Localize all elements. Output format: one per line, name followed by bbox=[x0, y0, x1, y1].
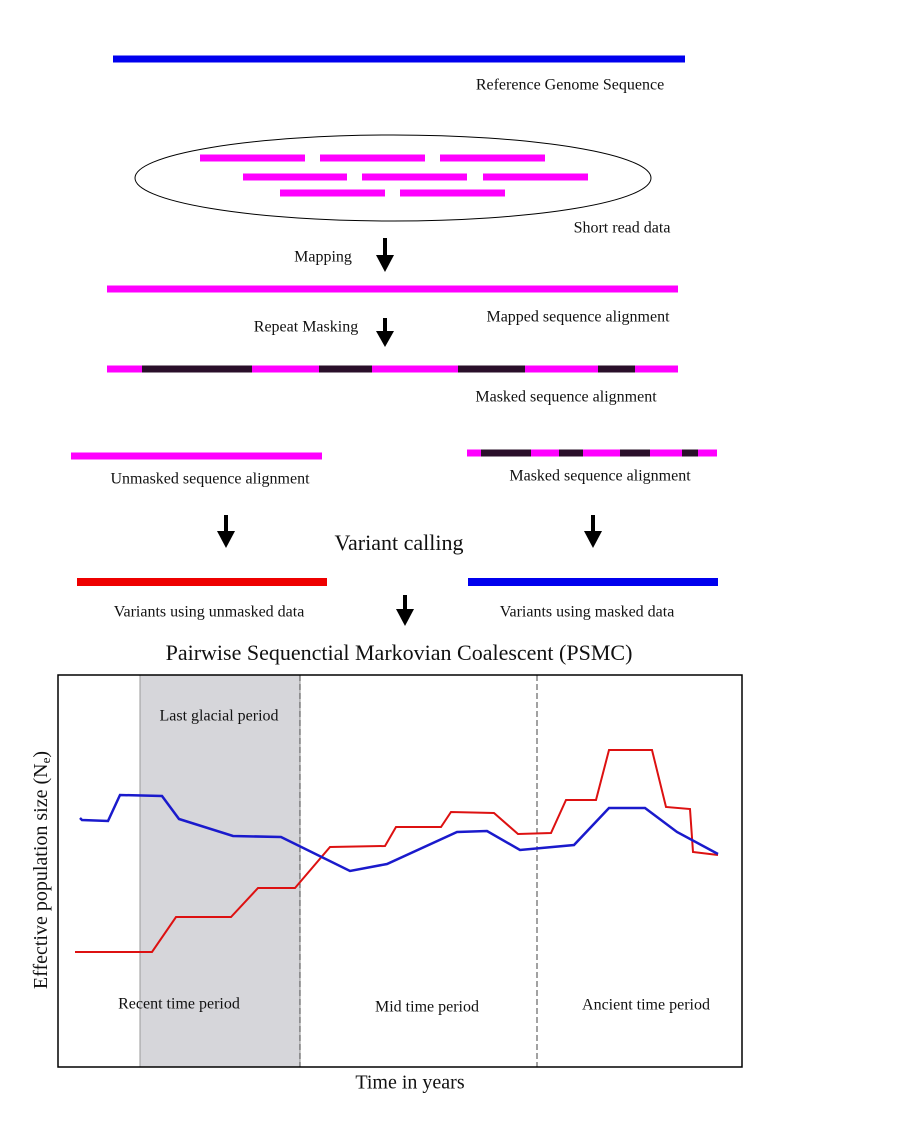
unmasked-curve bbox=[75, 749, 719, 953]
plot-frame bbox=[57, 674, 743, 1068]
mapped-label: Mapped sequence alignment bbox=[486, 309, 670, 326]
y-axis-label: Effective population size (Ne) bbox=[30, 751, 53, 989]
variants-masked-label: Variants using masked data bbox=[500, 604, 675, 621]
y-label-text: Effective population size (N bbox=[30, 763, 52, 989]
masked-curve bbox=[79, 793, 719, 873]
mapping-label: Mapping bbox=[294, 249, 352, 266]
short-reads-label: Short read data bbox=[574, 220, 671, 237]
arrow bbox=[376, 318, 394, 347]
arrow bbox=[396, 595, 414, 626]
masked-label: Masked sequence alignment bbox=[475, 389, 657, 406]
variant-calling-label: Variant calling bbox=[335, 530, 464, 555]
y-label-end: ) bbox=[30, 751, 52, 758]
arrow bbox=[584, 515, 602, 548]
masked-split-label: Masked sequence alignment bbox=[509, 468, 691, 485]
reference-label: Reference Genome Sequence bbox=[476, 77, 664, 94]
period-label: Recent time period bbox=[118, 996, 240, 1013]
period-label: Ancient time period bbox=[582, 997, 710, 1014]
variants-unmasked-label: Variants using unmasked data bbox=[114, 604, 305, 621]
repeat-masking-label: Repeat Masking bbox=[254, 319, 358, 336]
glacial-shade bbox=[139, 674, 301, 1068]
psmc-title: Pairwise Sequenctial Markovian Coalescen… bbox=[166, 640, 633, 665]
arrow bbox=[217, 515, 235, 548]
unmasked-label: Unmasked sequence alignment bbox=[110, 471, 310, 488]
arrow bbox=[376, 238, 394, 272]
y-label-sub: e bbox=[38, 757, 53, 763]
x-axis-label: Time in years bbox=[355, 1072, 464, 1094]
glacial-label: Last glacial period bbox=[159, 708, 278, 725]
period-label: Mid time period bbox=[375, 999, 479, 1016]
short-reads bbox=[200, 154, 588, 197]
reads-ellipse bbox=[134, 134, 652, 222]
